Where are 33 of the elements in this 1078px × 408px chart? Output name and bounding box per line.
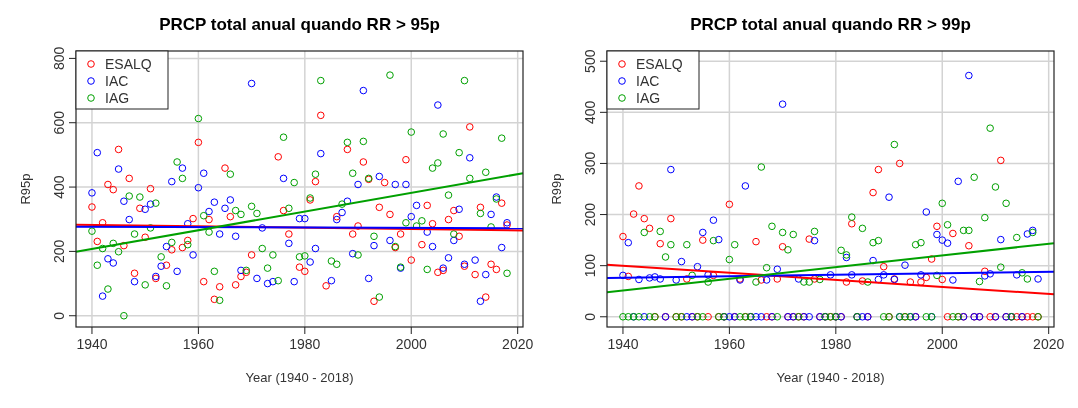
y-tick-label: 300 <box>582 151 598 176</box>
x-tick-label: 2000 <box>395 336 428 352</box>
x-tick-label: 1980 <box>289 336 321 352</box>
legend-label: IAC <box>636 73 660 89</box>
chart-title: PRCP total anual quando RR > 95p <box>159 15 440 34</box>
x-axis-title: Year (1940 - 2018) <box>776 370 885 385</box>
x-tick-label: 1960 <box>713 336 746 352</box>
x-tick-label: 1960 <box>182 336 215 352</box>
x-tick-label: 2020 <box>1033 336 1065 352</box>
y-tick-label: 0 <box>582 312 598 321</box>
y-tick-label: 100 <box>582 253 598 278</box>
legend-label: IAC <box>105 73 129 89</box>
y-axis-title: R99p <box>549 173 564 205</box>
legend-label: IAG <box>105 90 130 106</box>
y-tick-label: 600 <box>51 110 67 135</box>
x-tick-label: 1940 <box>76 336 108 352</box>
y-tick-label: 400 <box>582 100 598 125</box>
x-tick-label: 1940 <box>607 336 639 352</box>
x-axis-title: Year (1940 - 2018) <box>245 370 354 385</box>
legend-label: ESALQ <box>636 56 683 72</box>
x-tick-label: 2020 <box>502 336 534 352</box>
x-tick-label: 2000 <box>926 336 959 352</box>
y-tick-label: 200 <box>582 202 598 227</box>
y-tick-label: 0 <box>51 311 67 320</box>
y-axis-title: R95p <box>18 173 33 205</box>
y-tick-label: 200 <box>51 239 67 264</box>
chart-title: PRCP total anual quando RR > 99p <box>690 15 971 34</box>
y-tick-label: 400 <box>51 175 67 199</box>
legend-label: ESALQ <box>105 56 152 72</box>
legend-label: IAG <box>636 90 661 106</box>
y-tick-label: 800 <box>51 46 67 71</box>
y-tick-label: 500 <box>582 49 598 73</box>
x-tick-label: 1980 <box>820 336 852 352</box>
